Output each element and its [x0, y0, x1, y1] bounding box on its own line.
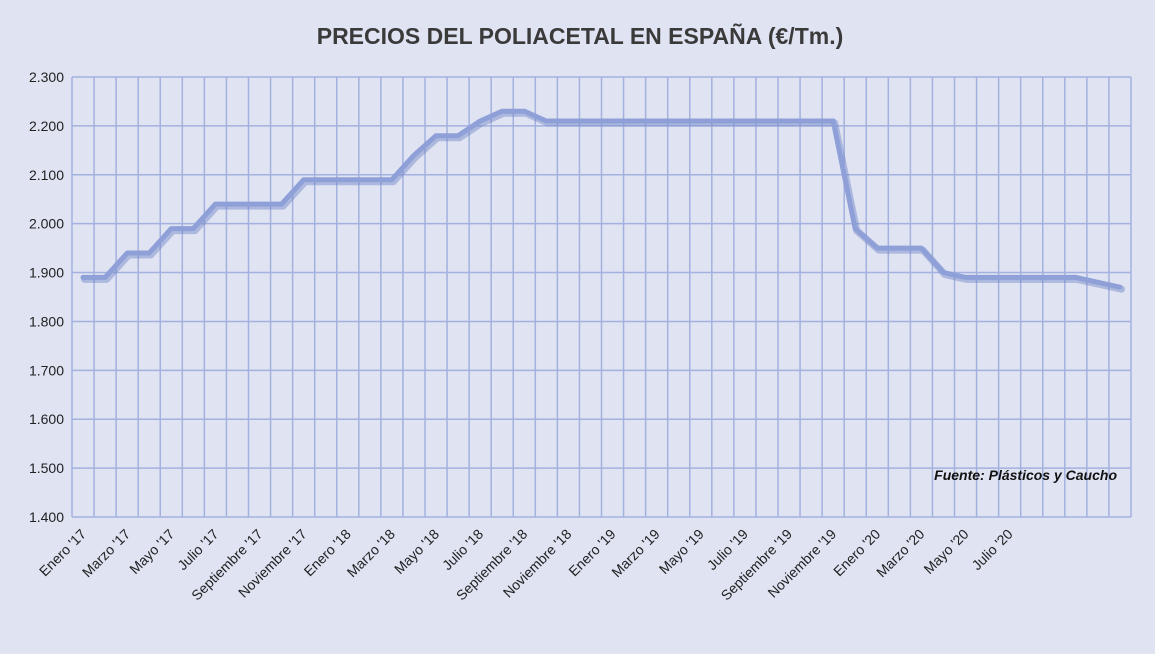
x-tick-label: Mayo '17 [126, 526, 177, 577]
data-point [1052, 275, 1056, 279]
data-point [346, 178, 350, 182]
data-point [390, 178, 394, 182]
y-tick-label: 2.000 [29, 216, 64, 232]
x-tick-label: Mayo '20 [920, 526, 971, 577]
y-tick-label: 2.200 [29, 118, 64, 134]
data-point [897, 246, 901, 250]
data-point [853, 227, 857, 231]
data-point [589, 119, 592, 123]
data-point [236, 202, 239, 206]
x-tick-label: Marzo '19 [608, 526, 663, 581]
y-tick-label: 2.100 [29, 167, 64, 183]
data-point [213, 202, 217, 206]
x-tick-label: Mayo '18 [391, 526, 442, 577]
data-point [456, 134, 460, 138]
x-tick-label: Marzo '17 [79, 526, 134, 581]
data-point [566, 119, 570, 123]
data-point [368, 178, 372, 182]
y-tick-label: 1.700 [29, 362, 64, 378]
data-point [103, 275, 107, 279]
data-point [633, 119, 637, 123]
x-tick-label: Marzo '18 [344, 526, 399, 581]
data-point [324, 178, 328, 182]
y-tick-label: 1.500 [29, 460, 64, 476]
data-point [875, 246, 879, 250]
grid-horizontal [72, 76, 1131, 518]
chart-title: PRECIOS DEL POLIACETAL EN ESPAÑA (€/Tm.) [317, 22, 844, 49]
y-tick-label: 1.600 [29, 411, 64, 427]
data-point [1008, 275, 1012, 279]
data-point [169, 227, 173, 231]
y-tick-label: 1.800 [29, 313, 64, 329]
data-point [1096, 280, 1100, 284]
data-point [258, 202, 261, 206]
data-point [81, 275, 85, 279]
x-tick-label: Mayo '19 [656, 526, 707, 577]
data-point [191, 227, 195, 231]
source-annotation: Fuente: Plásticos y Caucho [934, 467, 1117, 483]
data-point [964, 275, 967, 279]
data-point [699, 119, 703, 123]
data-point [434, 134, 438, 138]
data-point [721, 119, 725, 123]
data-point [787, 119, 791, 123]
data-point [500, 109, 504, 113]
data-point [302, 178, 306, 182]
y-tick-label: 1.400 [29, 509, 64, 525]
data-point [919, 246, 923, 250]
data-point [125, 251, 129, 255]
data-point [677, 119, 681, 123]
x-tick-label: Julio '20 [968, 526, 1015, 573]
data-point [831, 119, 835, 123]
y-tick-label: 2.300 [29, 69, 64, 85]
series-layer [80, 108, 1125, 293]
data-point [478, 119, 482, 123]
grid-vertical [71, 77, 1132, 517]
data-point [765, 119, 769, 123]
data-point [147, 251, 151, 255]
data-point [743, 119, 747, 123]
data-point [1118, 285, 1122, 289]
data-point [522, 109, 526, 113]
series-line [80, 108, 1123, 290]
data-point [986, 275, 990, 279]
data-point [280, 202, 284, 206]
x-tick-label: Marzo '20 [873, 526, 928, 581]
data-point [544, 119, 548, 123]
data-point [1030, 275, 1034, 279]
data-point [611, 119, 614, 123]
data-point [655, 119, 659, 123]
data-point [1074, 275, 1078, 279]
data-point [942, 271, 945, 275]
data-point [809, 119, 813, 123]
y-tick-label: 1.900 [29, 265, 64, 281]
y-axis: 1.400 1.500 1.600 1.700 1.800 1.900 2.000 2.100… [29, 69, 64, 525]
data-point [412, 153, 416, 157]
